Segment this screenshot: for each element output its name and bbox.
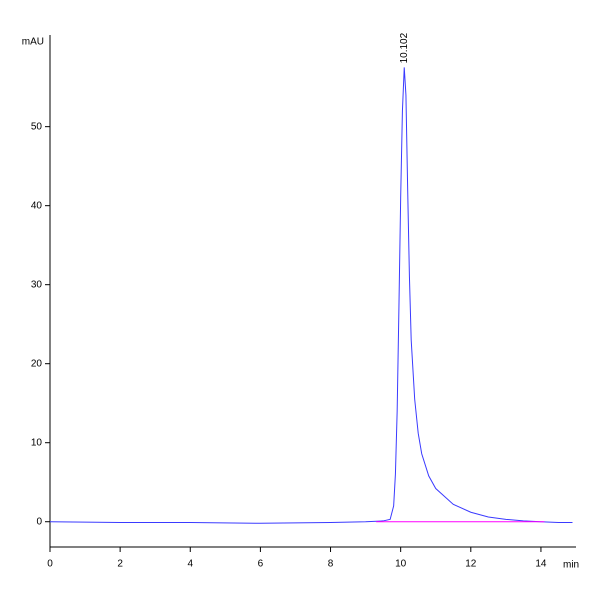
x-tick-label: 14 [535, 559, 547, 570]
y-tick-label: 40 [31, 200, 43, 211]
y-tick-label: 30 [31, 279, 43, 290]
x-tick-label: 8 [328, 559, 334, 570]
peak-label: 10.102 [399, 32, 410, 63]
y-tick-label: 50 [31, 121, 43, 132]
x-tick-label: 4 [187, 559, 193, 570]
y-axis-label: mAU [22, 37, 44, 48]
x-tick-label: 6 [258, 559, 264, 570]
x-tick-label: 0 [47, 559, 53, 570]
y-tick-label: 10 [31, 437, 43, 448]
x-tick-label: 10 [395, 559, 407, 570]
y-tick-label: 20 [31, 358, 43, 369]
y-tick-label: 0 [36, 516, 42, 527]
x-axis-label: min [563, 560, 579, 571]
series-line [49, 67, 573, 524]
x-tick-label: 12 [465, 559, 477, 570]
x-tick-label: 2 [117, 559, 123, 570]
